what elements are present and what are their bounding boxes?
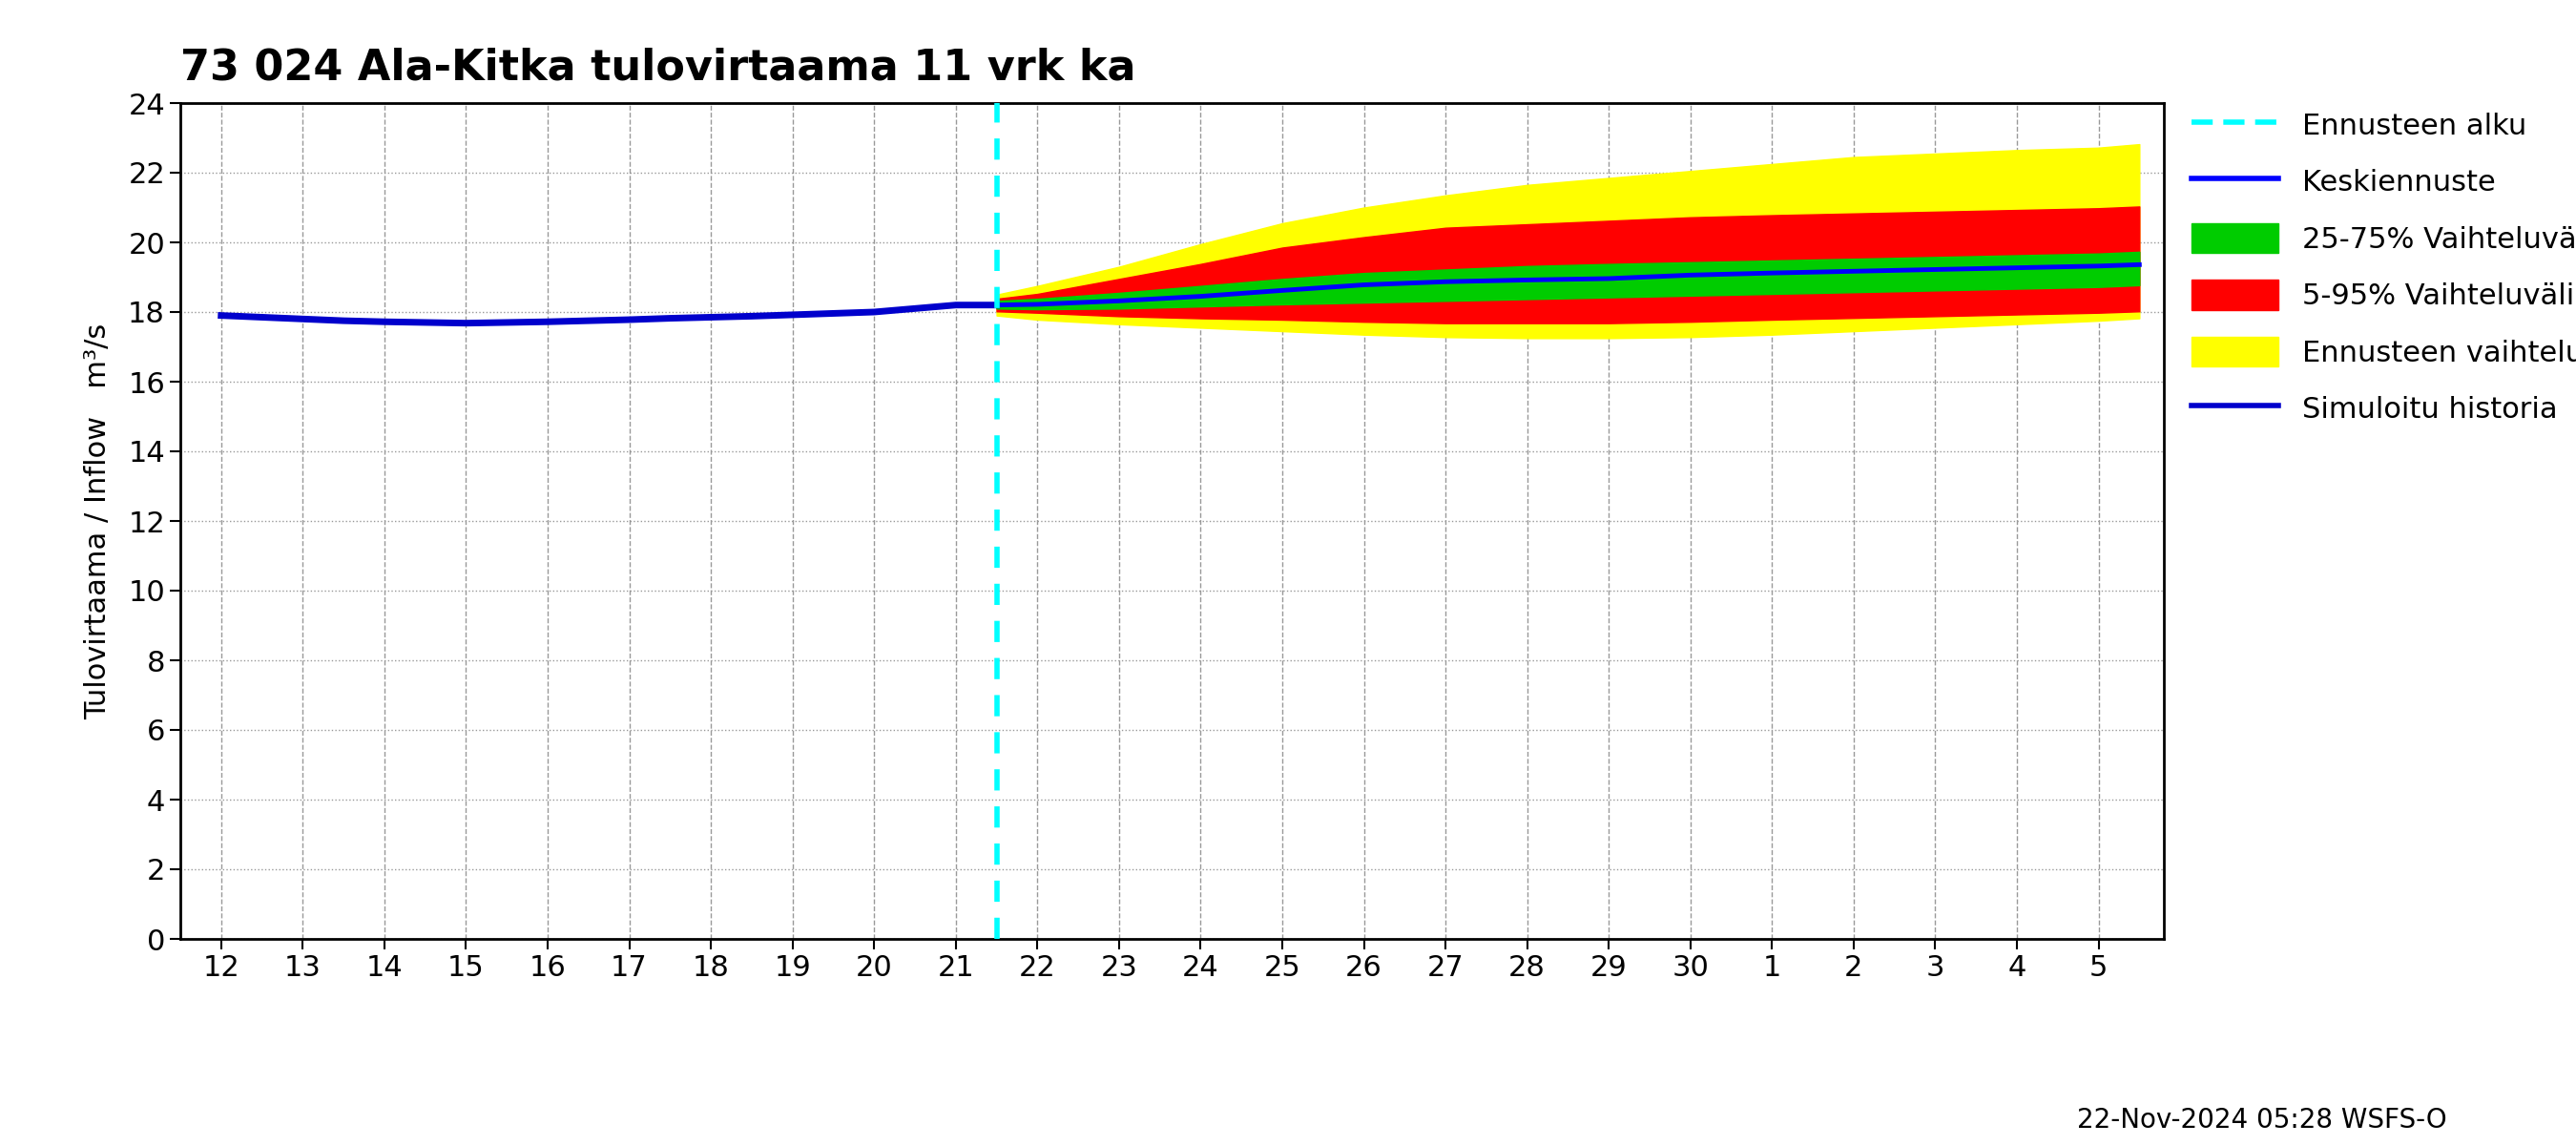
- Legend: Ennusteen alku, Keskiennuste, 25-75% Vaihteluväli, 5-95% Vaihteluväli, Ennusteen: Ennusteen alku, Keskiennuste, 25-75% Vai…: [2182, 101, 2576, 433]
- Y-axis label: Tulovirtaama / Inflow   m³/s: Tulovirtaama / Inflow m³/s: [85, 323, 113, 719]
- Text: 22-Nov-2024 05:28 WSFS-O: 22-Nov-2024 05:28 WSFS-O: [2076, 1107, 2447, 1134]
- Text: 73 024 Ala-Kitka tulovirtaama 11 vrk ka: 73 024 Ala-Kitka tulovirtaama 11 vrk ka: [180, 47, 1136, 88]
